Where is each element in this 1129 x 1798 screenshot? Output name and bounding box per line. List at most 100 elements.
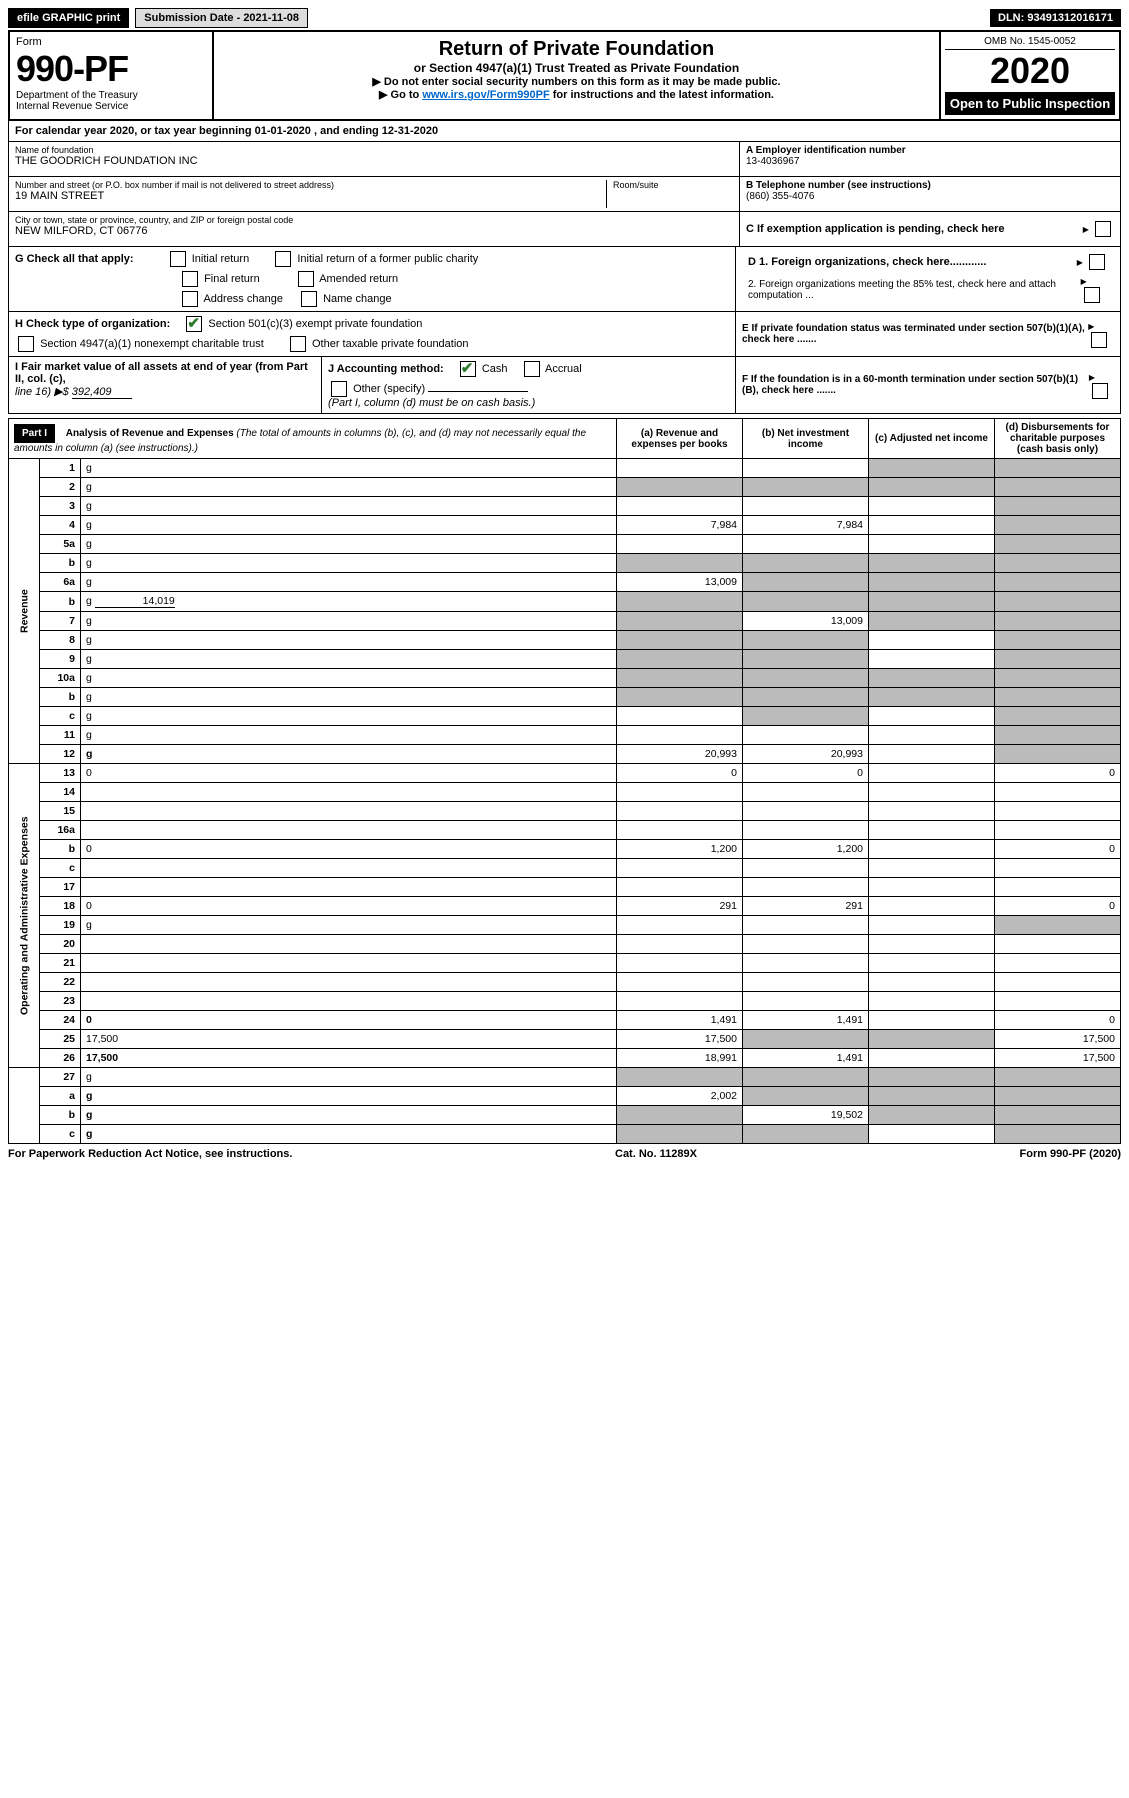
cell-value: 0 <box>995 1011 1121 1030</box>
cell-gray <box>995 535 1121 554</box>
g-name[interactable] <box>301 291 317 307</box>
row-num: 25 <box>40 1030 81 1049</box>
cell-gray <box>869 459 995 478</box>
table-row: 3g <box>9 497 1121 516</box>
f-60month: F If the foundation is in a 60-month ter… <box>736 357 1120 413</box>
form-header: Form 990-PF Department of the Treasury I… <box>8 30 1121 121</box>
row-num: 22 <box>40 973 81 992</box>
cell-gray <box>995 726 1121 745</box>
row-desc <box>81 859 617 878</box>
cell-value: 0 <box>995 897 1121 916</box>
cell-gray <box>743 592 869 612</box>
table-row: bg <box>9 688 1121 707</box>
table-row: cg <box>9 1125 1121 1144</box>
omb-no: OMB No. 1545-0052 <box>945 36 1115 50</box>
submission-date: Submission Date - 2021-11-08 <box>135 8 308 28</box>
row-desc: 0 <box>81 1011 617 1030</box>
cell-value <box>617 878 743 897</box>
j-accounting: J Accounting method: Cash Accrual Other … <box>322 357 736 413</box>
e-terminated: E If private foundation status was termi… <box>736 312 1120 356</box>
cell-value <box>743 726 869 745</box>
dept-treasury: Department of the Treasury Internal Reve… <box>16 90 206 112</box>
cell-value: 17,500 <box>995 1049 1121 1068</box>
cell-gray <box>617 1106 743 1125</box>
cell-value: 0 <box>995 764 1121 783</box>
g-initial-former[interactable] <box>275 251 291 267</box>
cell-value <box>743 535 869 554</box>
form-label: Form <box>16 36 206 48</box>
row-desc: 0 <box>81 840 617 859</box>
table-row: c <box>9 859 1121 878</box>
c-checkbox[interactable] <box>1095 221 1111 237</box>
cell-value <box>617 783 743 802</box>
cell-value <box>617 459 743 478</box>
e-checkbox[interactable] <box>1091 332 1107 348</box>
cell-value <box>617 497 743 516</box>
table-row: 2g <box>9 478 1121 497</box>
d1-checkbox[interactable] <box>1089 254 1105 270</box>
cell-value <box>617 973 743 992</box>
cell-value <box>617 859 743 878</box>
cell-gray <box>869 688 995 707</box>
part1-table: Part I Analysis of Revenue and Expenses … <box>8 418 1121 1144</box>
row-num: 6a <box>40 573 81 592</box>
cell-value <box>869 878 995 897</box>
table-row: 1802912910 <box>9 897 1121 916</box>
cell-value <box>995 783 1121 802</box>
row-num: b <box>40 592 81 612</box>
cell-value <box>617 726 743 745</box>
row-desc: g <box>81 459 617 478</box>
row-num: 17 <box>40 878 81 897</box>
row-num: 7 <box>40 612 81 631</box>
cell-gray <box>869 1068 995 1087</box>
row-desc: g <box>81 650 617 669</box>
cell-gray <box>617 669 743 688</box>
c-exemption: C If exemption application is pending, c… <box>740 212 1120 246</box>
f-checkbox[interactable] <box>1092 383 1108 399</box>
address-row: Number and street (or P.O. box number if… <box>9 177 739 212</box>
cell-value: 1,200 <box>617 840 743 859</box>
top-bar: efile GRAPHIC print Submission Date - 20… <box>8 8 1121 28</box>
g-address[interactable] <box>182 291 198 307</box>
irs-link[interactable]: www.irs.gov/Form990PF <box>422 89 549 101</box>
table-row: 22 <box>9 973 1121 992</box>
g-initial[interactable] <box>170 251 186 267</box>
row-num: 26 <box>40 1049 81 1068</box>
row-desc: 17,500 <box>81 1049 617 1068</box>
cell-gray <box>617 1068 743 1087</box>
cell-value <box>617 954 743 973</box>
h-501c3[interactable] <box>186 316 202 332</box>
j-accrual[interactable] <box>524 361 540 377</box>
row-desc: g <box>81 478 617 497</box>
cell-gray <box>617 612 743 631</box>
g-amended[interactable] <box>298 271 314 287</box>
h-other-tax[interactable] <box>290 336 306 352</box>
h-4947[interactable] <box>18 336 34 352</box>
table-row: 21 <box>9 954 1121 973</box>
i-fmv: I Fair market value of all assets at end… <box>9 357 322 413</box>
cell-gray <box>995 1106 1121 1125</box>
cell-value: 17,500 <box>995 1030 1121 1049</box>
cell-gray <box>995 497 1121 516</box>
row-num: 13 <box>40 764 81 783</box>
table-row: 2617,50018,9911,49117,500 <box>9 1049 1121 1068</box>
j-cash[interactable] <box>460 361 476 377</box>
row-num: 9 <box>40 650 81 669</box>
g-final[interactable] <box>182 271 198 287</box>
g-check-all: G Check all that apply: Initial return I… <box>15 251 729 267</box>
col-c-header: (c) Adjusted net income <box>869 419 995 459</box>
g-d-row: G Check all that apply: Initial return I… <box>8 247 1121 312</box>
cell-value <box>617 935 743 954</box>
cell-value: 20,993 <box>617 745 743 764</box>
cell-value <box>869 802 995 821</box>
row-desc: g <box>81 612 617 631</box>
row-desc <box>81 783 617 802</box>
cell-value: 17,500 <box>617 1030 743 1049</box>
cell-gray <box>995 1068 1121 1087</box>
d2-checkbox[interactable] <box>1084 287 1100 303</box>
cell-value: 13,009 <box>617 573 743 592</box>
cell-value: 1,491 <box>617 1011 743 1030</box>
form-number: 990-PF <box>16 48 206 90</box>
cell-value <box>743 992 869 1011</box>
j-other[interactable] <box>331 381 347 397</box>
